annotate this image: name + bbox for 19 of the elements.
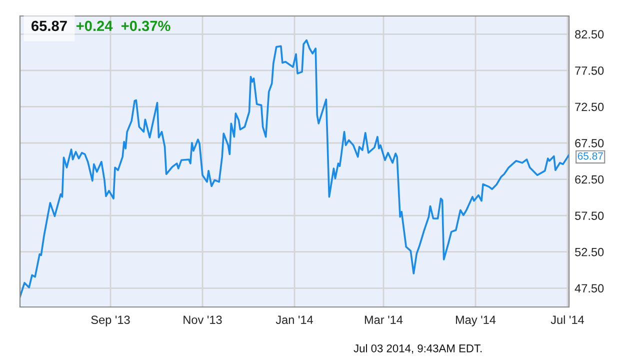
x-tick-label: Nov '13 — [184, 316, 222, 324]
x-tick-label: Mar '14 — [364, 316, 403, 324]
chart-title: 65.87 — [32, 20, 67, 32]
y-tick-label: 77.50 — [575, 66, 604, 75]
x-tick-label: Sep '13 — [91, 316, 130, 326]
annotation: 65.87 — [578, 152, 603, 160]
y-tick-label: 67.50 — [575, 139, 604, 148]
y-tick-label: 72.50 — [575, 102, 604, 112]
chart-subtitle: +0.24 +0.37% — [76, 20, 170, 32]
y-tick-label: 82.50 — [575, 30, 604, 39]
x-tick-label: Jan '14 — [276, 316, 314, 324]
line-series — [20, 39, 569, 298]
text: Jul 03 2014, 9:43AM EDT. — [354, 344, 482, 354]
x-tick-label: May '14 — [456, 316, 496, 326]
y-tick-label: 52.50 — [575, 248, 604, 256]
y-tick-label: 57.50 — [575, 212, 604, 220]
y-tick-label: 62.50 — [575, 175, 604, 184]
y-tick-label: 47.50 — [574, 284, 604, 293]
x-tick-label: Jul '14 — [550, 315, 584, 324]
